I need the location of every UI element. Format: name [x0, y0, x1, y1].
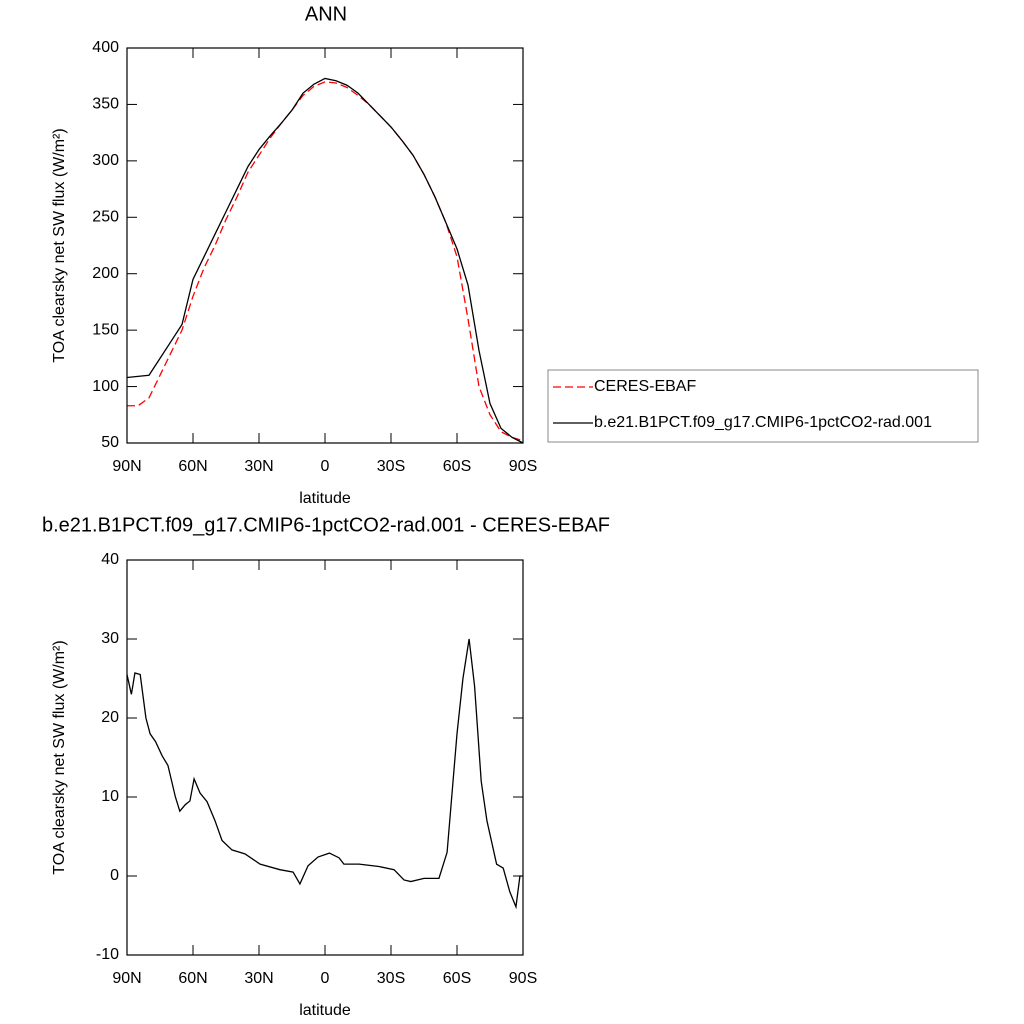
- legend-label: CERES-EBAF: [594, 378, 696, 395]
- y-tick-label: 100: [92, 378, 119, 395]
- plot-frame: [126, 559, 524, 956]
- x-axis-label: latitude: [299, 1002, 351, 1019]
- x-tick-label: 0: [321, 970, 330, 987]
- data-line: [126, 638, 523, 910]
- x-tick-label: 60S: [443, 970, 471, 987]
- chart-title: b.e21.B1PCT.f09_g17.CMIP6-1pctCO2-rad.00…: [42, 514, 610, 536]
- y-tick-label: 50: [101, 434, 119, 451]
- y-tick-label: 400: [92, 39, 119, 56]
- x-axis-label: latitude: [299, 490, 351, 507]
- x-tick-label: 0: [321, 458, 330, 475]
- x-tick-label: 90N: [112, 970, 141, 987]
- data-line: [127, 81, 524, 442]
- x-tick-label: 30S: [377, 970, 405, 987]
- x-tick-label: 60N: [178, 458, 207, 475]
- x-tick-label: 90S: [509, 458, 537, 475]
- x-tick-label: 30N: [244, 458, 273, 475]
- data-line: [126, 77, 524, 444]
- plot-frame: [126, 47, 524, 444]
- x-tick-label: 60N: [178, 970, 207, 987]
- x-tick-label: 30N: [244, 970, 273, 987]
- y-tick-label: 150: [92, 321, 119, 338]
- y-tick-label: 30: [101, 630, 119, 647]
- x-tick-label: 60S: [443, 458, 471, 475]
- x-tick-label: 90N: [112, 458, 141, 475]
- legend-box: [547, 369, 979, 443]
- y-tick-label: 20: [101, 709, 119, 726]
- y-tick-label: 0: [110, 867, 119, 884]
- y-tick-label: 250: [92, 209, 119, 226]
- y-axis-label: TOA clearsky net SW flux (W/m²): [51, 640, 68, 874]
- y-tick-label: 40: [101, 551, 119, 568]
- y-tick-label: 200: [92, 265, 119, 282]
- x-tick-label: 90S: [509, 970, 537, 987]
- y-axis-label: TOA clearsky net SW flux (W/m²): [51, 128, 68, 362]
- y-tick-label: 10: [101, 788, 119, 805]
- legend-label: b.e21.B1PCT.f09_g17.CMIP6-1pctCO2-rad.00…: [594, 414, 932, 431]
- x-tick-label: 30S: [377, 458, 405, 475]
- y-tick-label: 300: [92, 152, 119, 169]
- y-tick-label: -10: [96, 946, 119, 963]
- y-tick-label: 350: [92, 96, 119, 113]
- chart-title: ANN: [305, 3, 347, 25]
